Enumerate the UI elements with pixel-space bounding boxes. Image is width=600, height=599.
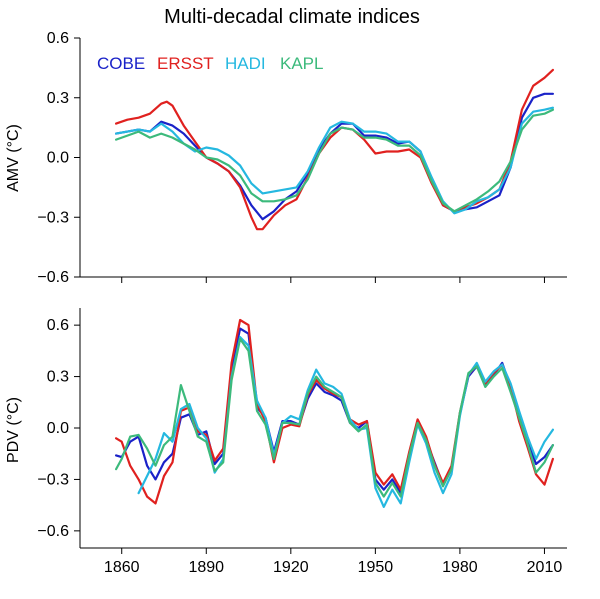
pdv-panel: PDV (°C) 0.60.30.0−0.3−0.6 1860 1890 1920 1… xyxy=(5,308,567,576)
x-tick-label: 1980 xyxy=(442,559,478,576)
pdv-y-tick-label: 0.6 xyxy=(47,317,69,334)
x-tick-label: 1920 xyxy=(273,559,309,576)
pdv-series-ersst xyxy=(115,318,554,505)
pdv-y-tick-label: −0.6 xyxy=(37,523,69,540)
pdv-series-hadi xyxy=(137,336,554,508)
amv-panel: AMV (°C) 0.6 0.3 0.0 −0.3 −0.6 COBE ERSST HA… xyxy=(5,30,567,286)
pdv-x-ticks: 1860 1890 1920 1950 1980 2010 xyxy=(104,548,562,576)
legend-item-kapl: KAPL xyxy=(280,54,323,73)
amv-series-ersst xyxy=(115,68,554,231)
amv-y-tick-label: 0.3 xyxy=(47,90,69,107)
x-tick-label: 1890 xyxy=(188,559,224,576)
chart-title: Multi-decadal climate indices xyxy=(164,6,420,28)
amv-series xyxy=(115,68,554,231)
legend-item-hadi: HADI xyxy=(225,54,266,73)
x-tick-label: 1860 xyxy=(104,559,140,576)
x-tick-label: 2010 xyxy=(527,559,563,576)
amv-y-tick-label: −0.3 xyxy=(37,209,69,226)
amv-y-axis-label: AMV (°C) xyxy=(5,124,22,192)
legend-item-ersst: ERSST xyxy=(157,54,214,73)
pdv-y-tick-label: −0.3 xyxy=(37,471,69,488)
pdv-y-ticks: 0.6 0.3 0.0 −0.3 −0.6 xyxy=(37,317,80,540)
pdv-y-tick-label: 0.3 xyxy=(47,369,69,386)
amv-y-tick-label: −0.6 xyxy=(37,269,69,286)
pdv-series-kapl xyxy=(115,337,554,498)
pdv-y-axis-label: PDV (°C) xyxy=(5,397,22,463)
amv-y-ticks: 0.6 0.3 0.0 −0.3 −0.6 xyxy=(37,30,80,286)
pdv-y-tick-label: 0.0 xyxy=(47,420,69,437)
amv-y-tick-label: 0.6 xyxy=(47,30,69,47)
amv-series-kapl xyxy=(115,108,554,213)
amv-x-ticks xyxy=(121,277,545,283)
x-tick-label: 1950 xyxy=(358,559,394,576)
legend-item-cobe: COBE xyxy=(97,54,145,73)
amv-y-tick-label: 0.0 xyxy=(47,150,69,167)
amv-series-cobe xyxy=(115,92,554,221)
pdv-series xyxy=(115,318,554,508)
legend: COBE ERSST HADI KAPL xyxy=(97,54,323,73)
